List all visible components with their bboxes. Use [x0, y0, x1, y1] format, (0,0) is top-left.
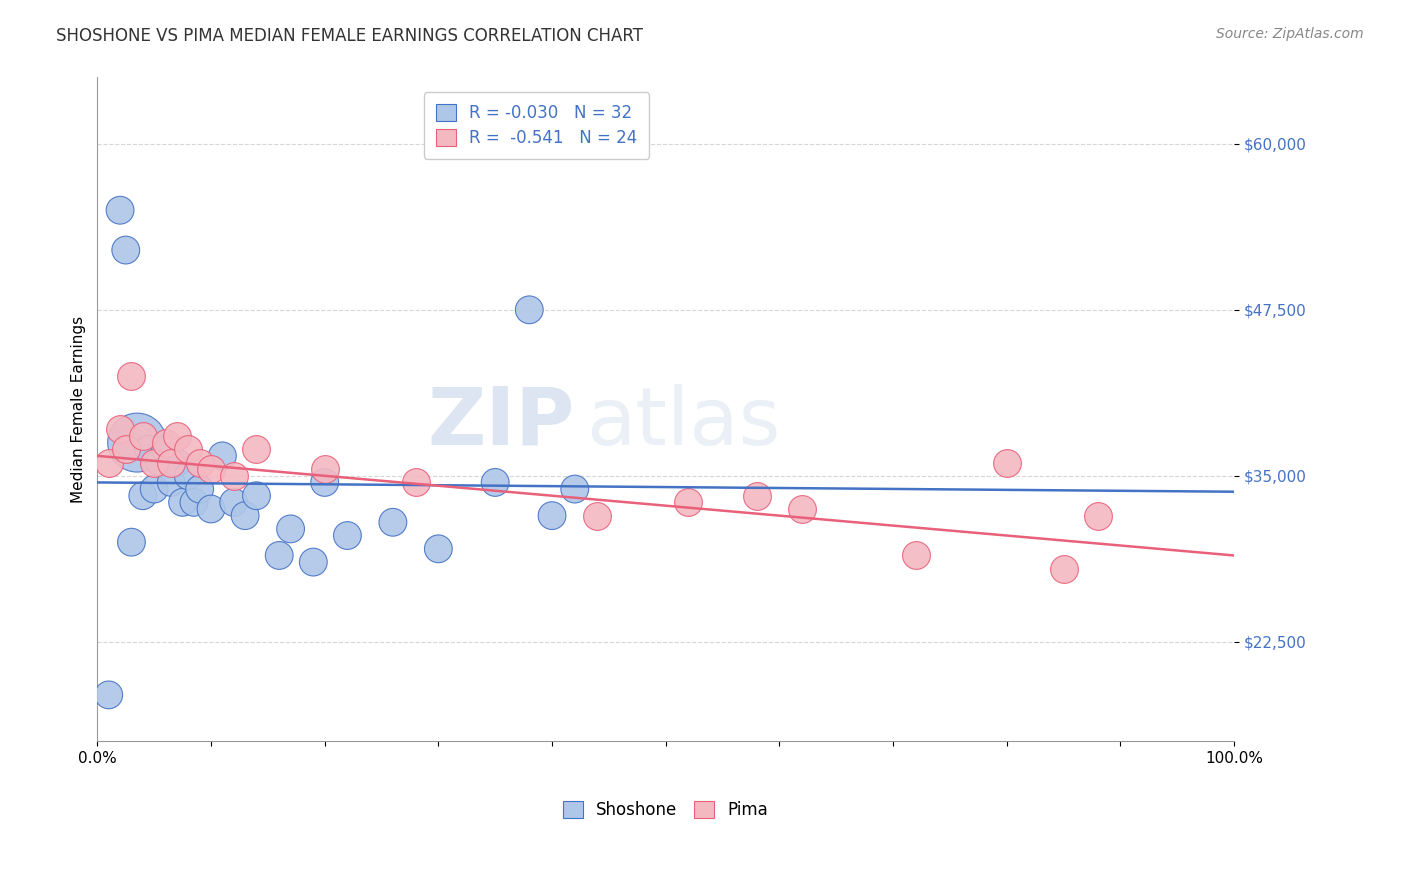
Point	[160, 456, 183, 470]
Point	[280, 522, 302, 536]
Point	[245, 489, 267, 503]
Point	[97, 688, 120, 702]
Text: Source: ZipAtlas.com: Source: ZipAtlas.com	[1216, 27, 1364, 41]
Point	[143, 482, 166, 496]
Point	[155, 442, 177, 457]
Text: ZIP: ZIP	[427, 384, 575, 462]
Point	[120, 535, 142, 549]
Point	[336, 528, 359, 542]
Text: atlas: atlas	[586, 384, 780, 462]
Point	[541, 508, 564, 523]
Point	[138, 442, 160, 457]
Point	[302, 555, 325, 569]
Point	[484, 475, 506, 490]
Point	[108, 203, 131, 218]
Point	[427, 541, 450, 556]
Point	[678, 495, 700, 509]
Point	[222, 495, 245, 509]
Point	[132, 489, 155, 503]
Point	[233, 508, 256, 523]
Point	[1052, 562, 1074, 576]
Point	[564, 482, 586, 496]
Point	[127, 435, 149, 450]
Point	[269, 549, 291, 563]
Point	[143, 456, 166, 470]
Point	[995, 456, 1018, 470]
Y-axis label: Median Female Earnings: Median Female Earnings	[72, 316, 86, 503]
Point	[790, 502, 813, 516]
Point	[1087, 508, 1109, 523]
Point	[314, 462, 336, 476]
Point	[97, 456, 120, 470]
Point	[904, 549, 927, 563]
Point	[200, 462, 222, 476]
Point	[314, 475, 336, 490]
Point	[183, 495, 205, 509]
Point	[745, 489, 768, 503]
Point	[381, 515, 404, 529]
Point	[120, 369, 142, 384]
Point	[188, 482, 211, 496]
Point	[517, 302, 540, 317]
Point	[177, 442, 200, 457]
Legend: Shoshone, Pima: Shoshone, Pima	[551, 789, 780, 831]
Point	[405, 475, 427, 490]
Point	[155, 435, 177, 450]
Point	[586, 508, 609, 523]
Point	[160, 475, 183, 490]
Point	[114, 442, 136, 457]
Point	[132, 429, 155, 443]
Text: SHOSHONE VS PIMA MEDIAN FEMALE EARNINGS CORRELATION CHART: SHOSHONE VS PIMA MEDIAN FEMALE EARNINGS …	[56, 27, 643, 45]
Point	[149, 456, 172, 470]
Point	[108, 422, 131, 436]
Point	[166, 429, 188, 443]
Point	[200, 502, 222, 516]
Point	[172, 495, 194, 509]
Point	[166, 456, 188, 470]
Point	[245, 442, 267, 457]
Point	[211, 449, 233, 463]
Point	[114, 243, 136, 257]
Point	[177, 468, 200, 483]
Point	[188, 456, 211, 470]
Point	[222, 468, 245, 483]
